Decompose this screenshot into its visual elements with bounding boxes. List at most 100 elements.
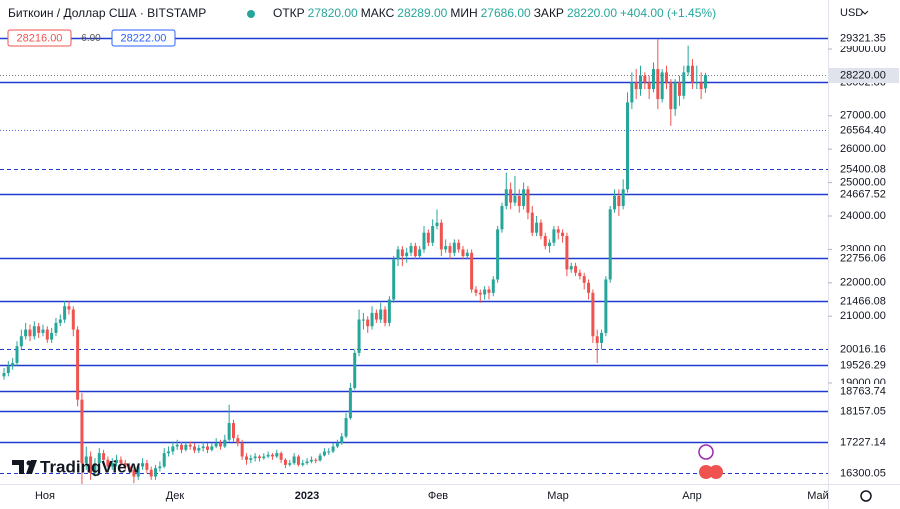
candle-body xyxy=(491,279,495,293)
currency[interactable]: USD xyxy=(840,7,863,19)
x-tick-label: Мар xyxy=(547,490,569,502)
candle-body xyxy=(335,443,339,447)
price-label: 28220.00 xyxy=(840,69,886,81)
candle-body xyxy=(513,195,517,203)
ohlc-header: ОТКР 27820.00 МАКС 28289.00 МИН 27686.00 ЗАКР 2… xyxy=(273,6,716,20)
candle-body xyxy=(604,279,608,333)
candle-body xyxy=(296,456,300,465)
candle-body xyxy=(639,75,643,90)
candle-body xyxy=(123,463,127,467)
header-field: МАКС xyxy=(361,6,395,20)
candle-body xyxy=(374,312,378,320)
candle-body xyxy=(366,319,370,327)
candle-body xyxy=(145,463,149,470)
candle-body xyxy=(535,222,539,233)
candle-body xyxy=(136,466,140,477)
candle-body xyxy=(539,222,543,237)
event-icon[interactable] xyxy=(699,465,713,479)
candle-body xyxy=(613,195,617,210)
candle-body xyxy=(608,209,612,280)
candle-body xyxy=(262,456,266,459)
candle-body xyxy=(279,453,283,460)
level-label-bg xyxy=(829,342,899,357)
candle-body xyxy=(400,249,404,257)
candle-body xyxy=(76,329,80,400)
header-field: 27820.00 xyxy=(308,6,358,20)
level-label: 25400.08 xyxy=(840,163,886,175)
candle-body xyxy=(431,226,435,243)
x-tick-label: Ноя xyxy=(35,490,55,502)
price-label-bg xyxy=(829,68,899,83)
spread: 6.00 xyxy=(81,33,101,44)
candle-body xyxy=(54,322,58,333)
y-tick-label: 27000.00 xyxy=(840,110,886,122)
brand: TradingView xyxy=(40,457,141,476)
candle-body xyxy=(180,444,184,450)
candle-body xyxy=(175,444,179,447)
candle-body xyxy=(158,466,162,469)
candle-body xyxy=(587,282,591,293)
candle-body xyxy=(227,423,231,440)
candle-body xyxy=(379,309,383,320)
candle-body xyxy=(682,72,686,96)
candle-body xyxy=(357,319,361,353)
title: Биткоин / Доллар США · BITSTAMP xyxy=(8,6,206,20)
candle-body xyxy=(2,372,6,377)
candle-body xyxy=(647,82,651,90)
header-field: ОТКР xyxy=(273,6,305,20)
level-label-bg xyxy=(829,123,899,138)
candle-body xyxy=(448,246,452,253)
candle-body xyxy=(6,366,10,373)
candle-body xyxy=(387,299,391,323)
level-label-bg xyxy=(829,251,899,266)
event-icon[interactable] xyxy=(698,444,714,460)
candle-body xyxy=(184,444,188,450)
candle-body xyxy=(318,455,322,461)
candle-body xyxy=(19,336,23,347)
candle-body xyxy=(483,289,487,295)
y-tick-label: 21000.00 xyxy=(840,310,886,322)
candle-body xyxy=(353,352,357,389)
x-tick-label: Апр xyxy=(682,490,701,502)
candles xyxy=(2,38,707,484)
logo-dot xyxy=(26,460,32,466)
candle-body xyxy=(41,329,45,333)
candle-body xyxy=(154,468,158,477)
candle-body xyxy=(396,249,400,260)
level-label-bg xyxy=(829,384,899,399)
candle-body xyxy=(669,82,673,110)
event-icon[interactable] xyxy=(709,465,723,479)
level-label-bg xyxy=(829,358,899,373)
x-tick-label: Май xyxy=(807,490,829,502)
candle-body xyxy=(435,222,439,227)
candle-body xyxy=(63,306,67,320)
candle-body xyxy=(327,451,331,453)
candle-body xyxy=(673,82,677,110)
candle-body xyxy=(522,189,526,206)
level-label-bg xyxy=(829,466,899,481)
candle-body xyxy=(71,309,75,330)
candle-body xyxy=(214,443,218,447)
candle-body xyxy=(193,446,197,451)
bid: 28216.00 xyxy=(17,32,63,44)
settings-icon[interactable] xyxy=(860,490,872,502)
header-field: МИН xyxy=(450,6,477,20)
candle-body xyxy=(452,242,456,253)
level-label: 22756.06 xyxy=(840,252,886,264)
header-field: 28220.00 xyxy=(567,6,617,20)
candle-body xyxy=(574,266,578,273)
candle-body xyxy=(422,232,426,250)
candle-body xyxy=(530,212,534,233)
candle-body xyxy=(418,249,422,257)
level-label: 19526.29 xyxy=(840,359,886,371)
candle-body xyxy=(197,448,201,451)
candle-body xyxy=(301,463,305,465)
candle-body xyxy=(11,362,15,367)
candle-body xyxy=(80,399,84,464)
time-axis: Ноя Дек 2023 Фев Мар Апр Май xyxy=(35,490,829,502)
ask: 28222.00 xyxy=(121,32,167,44)
candle-body xyxy=(309,459,313,462)
candle-body xyxy=(643,75,647,83)
candle-body xyxy=(58,319,62,323)
